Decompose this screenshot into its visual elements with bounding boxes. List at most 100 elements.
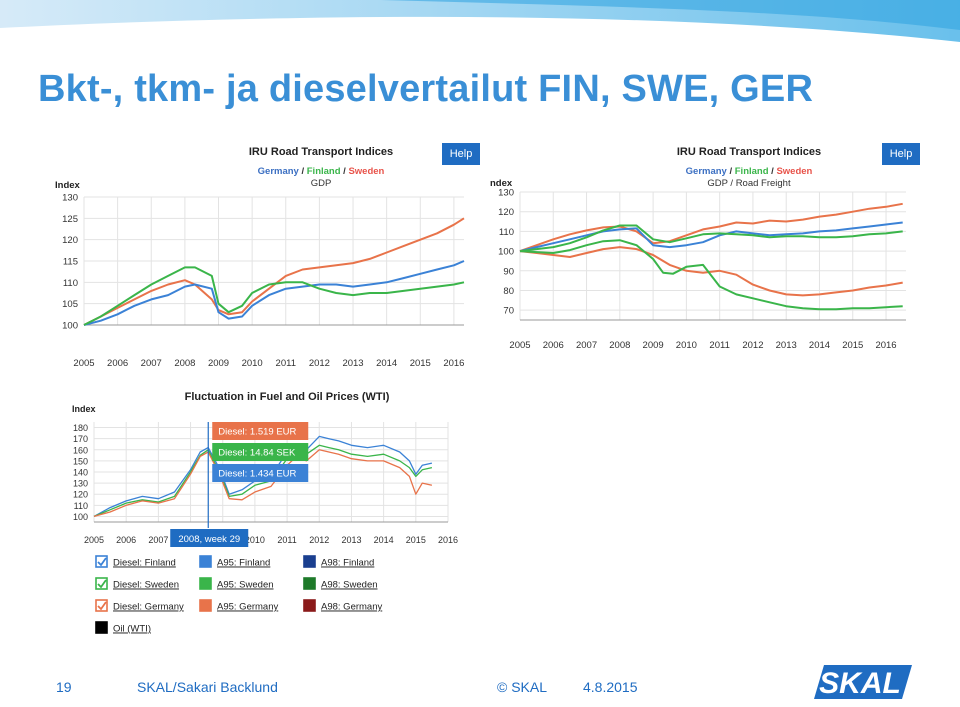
legend-label: Oil (WTI) bbox=[113, 624, 151, 635]
checkbox-checked bbox=[95, 577, 108, 590]
legend-item-a98-germany[interactable]: A98: Germany bbox=[303, 599, 382, 613]
legend-label: A98: Finland bbox=[321, 558, 374, 569]
checkbox-unchecked bbox=[303, 577, 316, 590]
x-tick-label: 2011 bbox=[276, 358, 296, 369]
legend-item-a95-germany[interactable]: A95: Germany bbox=[199, 599, 278, 613]
series-line-sweden bbox=[519, 224, 903, 253]
legend-item-diesel-germany[interactable]: Diesel: Germany bbox=[95, 599, 184, 613]
legend-label: A95: Sweden bbox=[217, 580, 274, 591]
chart-legend-subtitle: Germany / Finland / Sweden bbox=[258, 166, 385, 177]
chart-legend-subtitle: Germany / Finland / Sweden bbox=[686, 166, 813, 177]
checkbox-unchecked bbox=[303, 599, 316, 612]
x-tick-label: 2006 bbox=[543, 340, 564, 351]
chart-panel-freight: IRU Road Transport Indices Germany / Finl… bbox=[480, 140, 920, 386]
x-tick-label: 2005 bbox=[73, 358, 94, 369]
x-tick-label: 2009 bbox=[208, 358, 229, 369]
x-tick-label: 2007 bbox=[148, 535, 168, 545]
y-axis-label: Index bbox=[55, 180, 81, 191]
chart-subtitle: GDP bbox=[311, 178, 332, 189]
series-line-germany bbox=[83, 217, 465, 326]
x-tick-label: 2005 bbox=[84, 535, 104, 545]
tooltip-box bbox=[212, 464, 309, 482]
checkbox-unchecked bbox=[95, 621, 108, 634]
y-tick-label: 180 bbox=[73, 423, 88, 433]
x-tick-label: 2014 bbox=[374, 535, 394, 545]
tooltip-label: Diesel: 14.84 SEK bbox=[218, 448, 296, 459]
chart-road-freight: IRU Road Transport Indices Germany / Finl… bbox=[490, 146, 906, 351]
tooltip-label: Diesel: 1.434 EUR bbox=[218, 469, 296, 480]
legend-label: A98: Sweden bbox=[321, 580, 378, 591]
y-tick-label: 110 bbox=[74, 501, 88, 511]
y-axis-label: Index bbox=[72, 404, 96, 414]
legend-country-germany: Germany bbox=[258, 166, 300, 177]
check-icon bbox=[97, 601, 107, 611]
check-icon bbox=[97, 579, 107, 589]
x-tick-label: 2011 bbox=[277, 535, 296, 545]
checkbox-unchecked bbox=[199, 555, 212, 568]
chart-gdp: IRU Road Transport Indices Germany / Finl… bbox=[55, 146, 465, 369]
y-tick-label: 100 bbox=[62, 321, 78, 332]
y-tick-label: 120 bbox=[498, 207, 514, 218]
legend-country-/: / bbox=[769, 166, 777, 177]
chart-title: Fluctuation in Fuel and Oil Prices (WTI) bbox=[185, 391, 390, 403]
x-tick-label: 2013 bbox=[776, 340, 797, 351]
legend-item-a98-sweden[interactable]: A98: Sweden bbox=[303, 577, 378, 591]
legend-country-/: / bbox=[727, 166, 735, 177]
checkbox-unchecked bbox=[199, 577, 212, 590]
checkbox-checked bbox=[95, 599, 108, 612]
chart-title: IRU Road Transport Indices bbox=[249, 146, 393, 158]
y-tick-label: 115 bbox=[63, 257, 78, 268]
legend-item-a95-finland[interactable]: A95: Finland bbox=[199, 555, 270, 569]
help-button[interactable]: Help bbox=[882, 143, 920, 165]
tooltip-label: Diesel: 1.519 EUR bbox=[218, 427, 296, 438]
series-line-finland bbox=[83, 260, 465, 326]
series-line-finland bbox=[519, 221, 903, 253]
footer-author: SKAL/Sakari Backlund bbox=[137, 679, 278, 695]
legend-item-a98-finland[interactable]: A98: Finland bbox=[303, 555, 374, 569]
series-line-germany bbox=[519, 246, 903, 297]
y-tick-label: 170 bbox=[73, 434, 88, 444]
legend-country-finland: Finland bbox=[735, 166, 769, 177]
y-tick-label: 80 bbox=[503, 286, 514, 297]
y-tick-label: 125 bbox=[62, 214, 78, 225]
legend-country-finland: Finland bbox=[307, 166, 341, 177]
x-tick-label: 2016 bbox=[875, 340, 896, 351]
tooltip-week-box bbox=[170, 529, 249, 547]
legend-item-oil-wti-[interactable]: Oil (WTI) bbox=[95, 621, 151, 635]
help-button[interactable]: Help bbox=[442, 143, 480, 165]
x-tick-label: 2016 bbox=[438, 535, 458, 545]
x-tick-label: 2013 bbox=[341, 535, 361, 545]
checkbox-unchecked bbox=[199, 599, 212, 612]
legend-country-sweden: Sweden bbox=[776, 166, 812, 177]
legend-label: A98: Germany bbox=[321, 602, 382, 613]
legend-item-diesel-sweden[interactable]: Diesel: Sweden bbox=[95, 577, 179, 591]
y-tick-label: 110 bbox=[63, 278, 78, 289]
series-line-sweden bbox=[83, 266, 465, 326]
series-line-germany bbox=[519, 202, 903, 253]
legend-label: Diesel: Germany bbox=[113, 602, 184, 613]
x-tick-label: 2010 bbox=[676, 340, 697, 351]
y-tick-label: 110 bbox=[499, 227, 514, 238]
checkbox-unchecked bbox=[303, 555, 316, 568]
y-tick-label: 70 bbox=[503, 306, 514, 317]
y-tick-label: 120 bbox=[62, 235, 78, 246]
page-number: 19 bbox=[56, 679, 72, 695]
y-tick-label: 100 bbox=[73, 512, 88, 522]
y-tick-label: 130 bbox=[62, 193, 78, 204]
chart-panel-fuel: Fluctuation in Fuel and Oil Prices (WTI)… bbox=[62, 386, 472, 638]
x-tick-label: 2008 bbox=[174, 358, 195, 369]
y-tick-label: 105 bbox=[62, 299, 78, 310]
legend-item-diesel-finland[interactable]: Diesel: Finland bbox=[95, 555, 176, 569]
x-tick-label: 2005 bbox=[509, 340, 530, 351]
footer-date: 4.8.2015 bbox=[583, 679, 638, 695]
legend-country-/: / bbox=[341, 166, 349, 177]
legend-item-a95-sweden[interactable]: A95: Sweden bbox=[199, 577, 274, 591]
series-line-sweden bbox=[519, 239, 903, 311]
legend-country-/: / bbox=[299, 166, 307, 177]
tooltip-week-label: 2008, week 29 bbox=[178, 534, 240, 545]
chart-title: IRU Road Transport Indices bbox=[677, 146, 821, 158]
legend-label: A95: Germany bbox=[217, 602, 278, 613]
y-tick-label: 120 bbox=[73, 490, 88, 500]
y-tick-label: 160 bbox=[73, 445, 88, 455]
x-tick-label: 2009 bbox=[643, 340, 664, 351]
